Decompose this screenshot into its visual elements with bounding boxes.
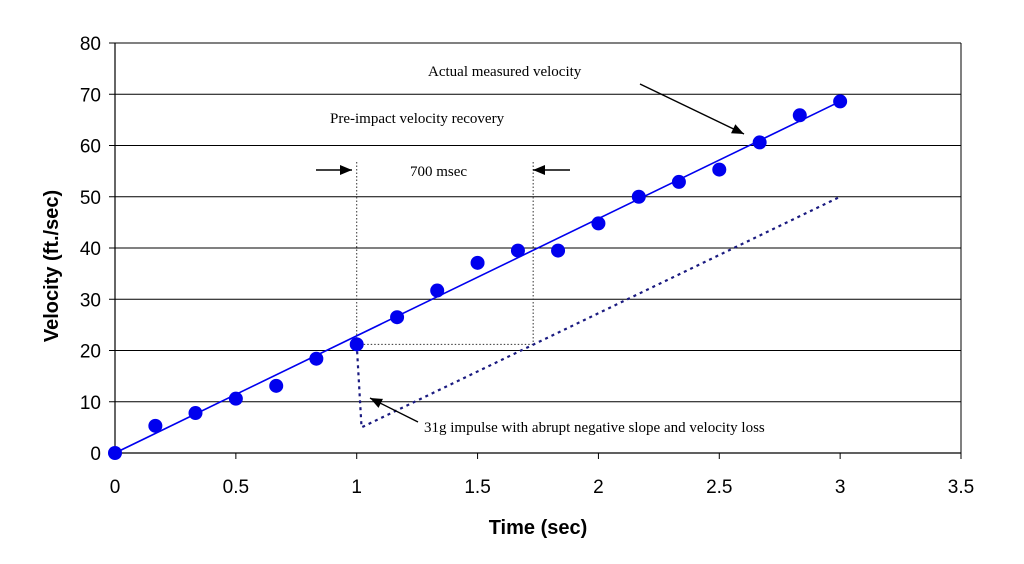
annotation-arrows [316,83,745,423]
data-point [470,255,485,270]
x-tick-labels: 0 0.5 1 1.5 2 2.5 3 3.5 [110,477,975,498]
arrow-head [731,124,744,134]
data-point [390,310,405,325]
y-tick-label: 80 [80,34,101,55]
x-tick-label: 2.5 [706,477,732,498]
data-point [148,418,163,433]
data-point [551,243,566,258]
data-point [752,135,767,150]
y-tick-label: 40 [80,239,101,260]
data-point [510,243,525,258]
y-tick-label: 30 [80,290,101,311]
trend-line [114,100,841,454]
arrow-to-measured-velocity [639,83,745,135]
y-tick-label: 50 [80,188,101,209]
x-tick-label: 0.5 [223,477,249,498]
x-tick-label: 3 [835,477,846,498]
y-tick-label: 70 [80,85,101,106]
arrow-shaft [639,83,745,135]
data-point [631,189,646,204]
data-point [269,378,284,393]
annotation-impulse: 31g impulse with abrupt negative slope a… [424,420,765,436]
data-point [430,283,445,298]
data-point [108,446,122,460]
arrow-interval-end [533,165,570,175]
annotation-interval-700ms: 700 msec [410,164,467,180]
data-point [591,216,606,231]
data-point [833,94,848,109]
x-tick-label: 1.5 [464,477,490,498]
data-point [349,337,364,352]
data-point [792,108,807,123]
annotation-actual-velocity: Actual measured velocity [428,64,582,80]
x-tick-label: 2 [593,477,604,498]
y-tick-label: 20 [80,342,101,363]
arrow-head [370,398,383,408]
data-point [712,162,727,177]
data-point [228,391,243,406]
arrow-to-impulse [369,397,419,423]
arrow-head [340,165,352,175]
y-tick-label: 60 [80,137,101,158]
data-point [671,174,686,189]
annotation-pre-impact-recovery: Pre-impact velocity recovery [330,111,505,127]
y-tick-label: 0 [90,444,101,465]
y-tick-labels: 0 10 20 30 40 50 60 70 80 [80,34,101,465]
x-tick-label: 1 [351,477,362,498]
data-series [108,94,848,460]
arrow-head [533,165,545,175]
data-point [188,406,203,421]
x-axis-title: Time (sec) [489,517,588,539]
x-tick-label: 0 [110,477,121,498]
data-point [309,351,324,366]
interval-guides [356,162,534,345]
arrow-interval-start [316,165,352,175]
velocity-loss-trace [355,195,841,430]
y-tick-label: 10 [80,393,101,414]
x-tick-label: 3.5 [948,477,974,498]
y-axis-title: Velocity (ft./sec) [41,190,63,342]
